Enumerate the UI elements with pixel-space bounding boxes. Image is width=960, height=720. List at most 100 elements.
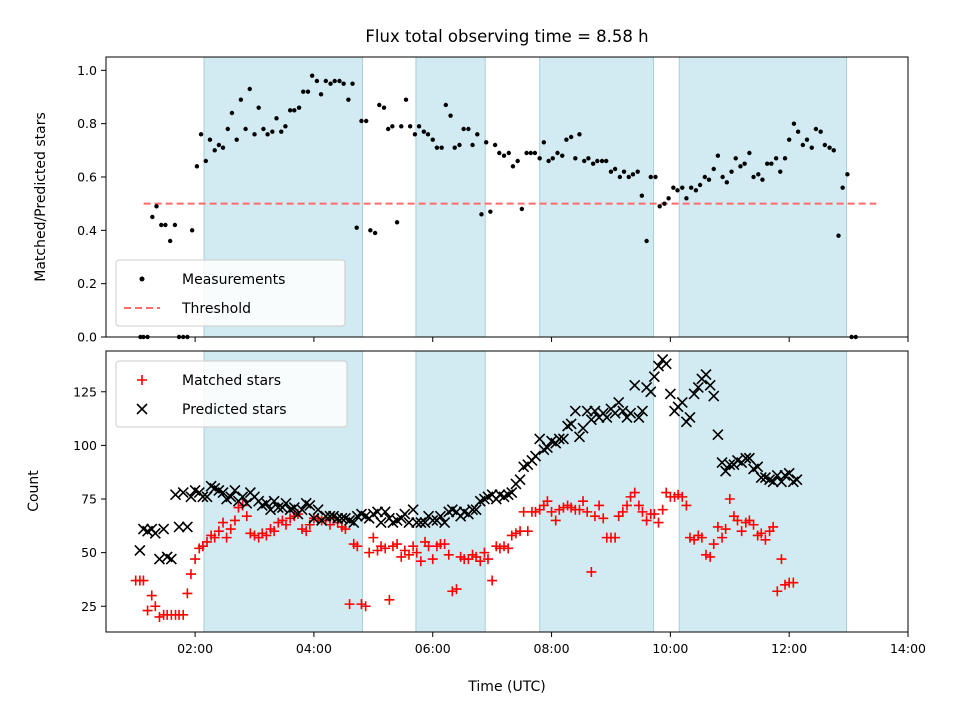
predicted-star-point: [173, 521, 185, 533]
predicted-star-point: [268, 495, 280, 507]
measurement-point: [582, 158, 587, 164]
measurement-point: [822, 142, 828, 148]
matched-star-point: [178, 609, 189, 620]
matched-star-point: [245, 528, 256, 539]
matched-star-point: [677, 491, 688, 502]
measurement-point: [368, 228, 373, 233]
matched-star-point: [673, 489, 684, 500]
legend-matched-marker: [137, 375, 147, 385]
measurement-point: [599, 158, 605, 164]
measurement-point: [457, 142, 462, 148]
predicted-star-point: [185, 491, 197, 503]
measurement-point: [189, 228, 195, 233]
matched-star-point: [708, 539, 719, 550]
matched-star-point: [701, 549, 712, 560]
legend-predicted-marker: [136, 403, 148, 415]
measurement-point: [608, 169, 614, 174]
predicted-star-point: [439, 517, 451, 529]
matched-star-point: [356, 599, 367, 610]
matched-star-point: [657, 504, 668, 515]
measurement-point: [657, 204, 662, 209]
matched-star-point: [598, 513, 609, 524]
measurement-point: [470, 142, 475, 148]
predicted-star-point: [296, 504, 308, 516]
measurement-point: [234, 137, 239, 142]
measurement-point: [305, 89, 311, 94]
measurement-point: [443, 102, 449, 108]
measurement-point: [207, 137, 213, 142]
measurement-point: [515, 158, 520, 164]
predicted-star-point: [379, 506, 391, 518]
matched-star-point: [503, 543, 514, 554]
matched-star-point: [376, 541, 387, 552]
measurement-point: [729, 169, 734, 174]
measurement-point: [765, 161, 770, 166]
measurement-point: [350, 81, 355, 86]
predicted-star-point: [629, 379, 641, 391]
measurement-point: [778, 169, 783, 174]
matched-star-point: [281, 519, 292, 530]
predicted-star-point: [569, 405, 581, 417]
measurement-point: [492, 142, 498, 148]
predicted-star-point: [688, 388, 700, 400]
matched-star-point: [209, 532, 220, 543]
matched-star-point: [142, 605, 153, 616]
x-tick-label: 10:00: [652, 641, 688, 656]
measurement-point: [238, 97, 244, 102]
measurement-point: [163, 222, 168, 228]
measurement-point: [452, 145, 457, 150]
matched-star-point: [780, 579, 791, 590]
top-y-axis-label: Matched/Predicted stars: [33, 112, 49, 282]
measurement-point: [381, 105, 387, 110]
legend-measurement-marker: [139, 276, 145, 282]
measurement-point: [604, 158, 609, 164]
matched-star-point: [788, 577, 799, 588]
measurement-point: [653, 174, 658, 180]
matched-star-point: [447, 586, 458, 597]
matched-star-point: [499, 541, 510, 552]
y-tick-label: 50: [81, 545, 97, 560]
measurement-point: [688, 185, 694, 190]
measurement-point: [318, 92, 324, 97]
predicted-star-point: [692, 381, 704, 394]
measurement-point: [760, 177, 765, 182]
matched-star-point: [649, 509, 660, 520]
measurement-point: [751, 174, 756, 180]
matched-star-point: [566, 502, 577, 513]
matched-star-point: [720, 524, 731, 535]
matched-star-point: [641, 515, 652, 526]
matched-star-point: [451, 584, 462, 595]
legend-box: [115, 259, 346, 327]
x-axis-label: Time (UTC): [467, 679, 545, 695]
predicted-star-point: [708, 390, 720, 402]
measurement-point: [795, 129, 801, 134]
x-tick-label: 08:00: [534, 641, 570, 656]
measurement-point: [560, 153, 565, 158]
measurement-point: [738, 164, 743, 169]
predicted-star-point: [181, 521, 193, 533]
measurement-point: [617, 174, 623, 180]
matched-star-point: [724, 494, 735, 505]
shaded-interval: [415, 350, 486, 633]
matched-star-point: [392, 539, 403, 550]
matched-star-point: [610, 532, 621, 543]
y-tick-label: 1.0: [77, 63, 97, 78]
matched-star-point: [542, 496, 553, 507]
measurement-point: [786, 137, 792, 142]
predicted-star-point: [502, 489, 514, 501]
legend-box: [115, 360, 348, 428]
predicted-star-point: [660, 358, 672, 370]
matched-star-point: [613, 511, 624, 522]
matched-star-point: [546, 506, 557, 517]
matched-star-point: [471, 551, 482, 562]
measurement-point: [359, 118, 364, 124]
matched-star-point: [301, 526, 312, 537]
matched-star-point: [197, 541, 208, 552]
shaded-interval: [415, 56, 486, 338]
predicted-star-point: [577, 422, 589, 434]
measurement-point: [274, 116, 279, 121]
measurement-point: [385, 126, 391, 132]
predicted-star-point: [399, 508, 411, 520]
matched-star-point: [229, 515, 240, 526]
shaded-interval: [678, 56, 848, 338]
